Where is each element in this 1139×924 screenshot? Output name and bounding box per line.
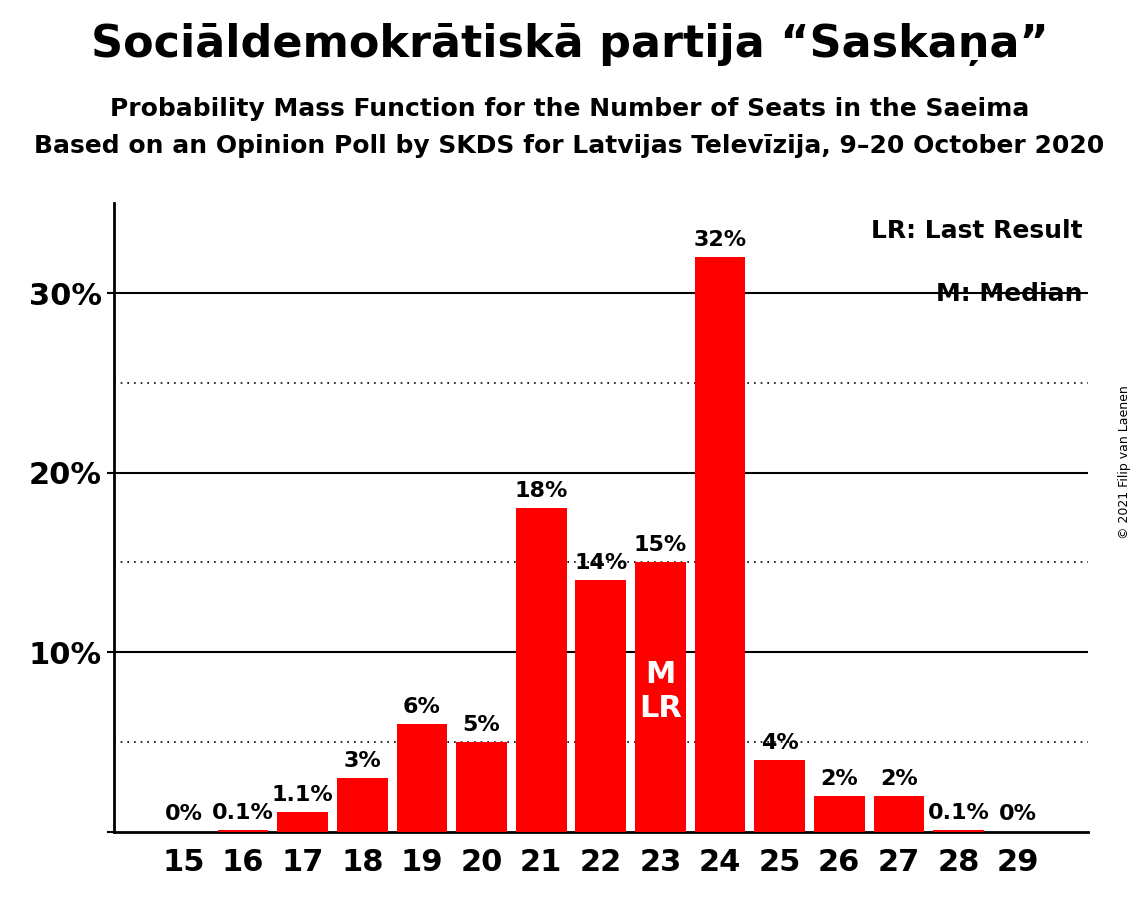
Bar: [337, 778, 387, 832]
Text: 0%: 0%: [999, 805, 1038, 824]
Text: Sociāldemokrātiskā partija “Saskaņa”: Sociāldemokrātiskā partija “Saskaņa”: [91, 23, 1048, 67]
Text: 2%: 2%: [880, 769, 918, 788]
Text: 0%: 0%: [164, 805, 203, 824]
Text: 32%: 32%: [694, 230, 747, 250]
Bar: [516, 508, 566, 832]
Text: 5%: 5%: [462, 714, 500, 735]
Text: 4%: 4%: [761, 733, 798, 753]
Bar: [575, 580, 626, 832]
Bar: [754, 760, 805, 832]
Bar: [218, 830, 269, 832]
Text: 6%: 6%: [403, 697, 441, 717]
Text: M
LR: M LR: [639, 661, 682, 723]
Text: 18%: 18%: [515, 481, 568, 502]
Bar: [933, 830, 984, 832]
Bar: [457, 742, 507, 832]
Bar: [278, 812, 328, 832]
Text: LR: Last Result: LR: Last Result: [871, 219, 1083, 243]
Bar: [814, 796, 865, 832]
Text: Probability Mass Function for the Number of Seats in the Saeima: Probability Mass Function for the Number…: [109, 97, 1030, 121]
Bar: [636, 563, 686, 832]
Text: 0.1%: 0.1%: [212, 803, 274, 822]
Text: M: Median: M: Median: [936, 282, 1083, 306]
Text: 15%: 15%: [633, 535, 687, 555]
Text: 1.1%: 1.1%: [272, 784, 334, 805]
Text: 0.1%: 0.1%: [927, 803, 990, 822]
Text: © 2021 Filip van Laenen: © 2021 Filip van Laenen: [1118, 385, 1131, 539]
Text: Based on an Opinion Poll by SKDS for Latvijas Televīzija, 9–20 October 2020: Based on an Opinion Poll by SKDS for Lat…: [34, 134, 1105, 158]
Text: 3%: 3%: [344, 750, 382, 771]
Text: 2%: 2%: [820, 769, 858, 788]
Text: 14%: 14%: [574, 553, 628, 573]
Bar: [695, 257, 745, 832]
Bar: [874, 796, 924, 832]
Bar: [396, 723, 448, 832]
